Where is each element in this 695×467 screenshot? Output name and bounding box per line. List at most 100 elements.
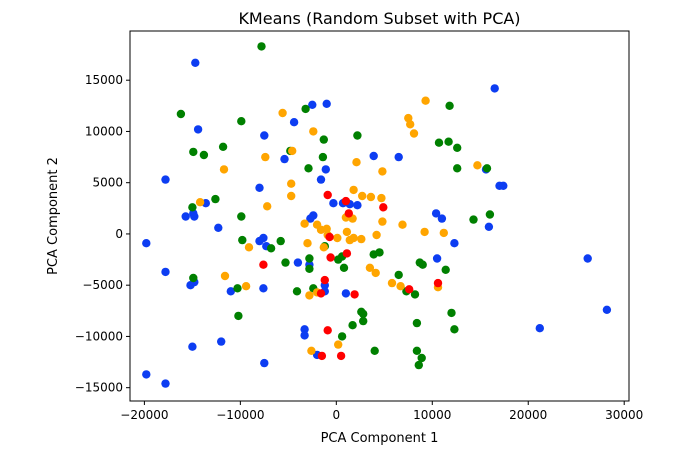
y-tick-label: −15000 (75, 381, 123, 395)
data-point (482, 164, 492, 173)
data-point (341, 289, 351, 298)
data-point (341, 196, 351, 206)
data-point (350, 290, 359, 299)
data-point (287, 191, 296, 201)
data-point (217, 337, 226, 346)
data-point (469, 215, 478, 224)
data-point (292, 287, 302, 296)
data-point (309, 211, 318, 220)
data-point (336, 351, 346, 361)
data-point (237, 117, 246, 126)
data-point (219, 165, 229, 174)
data-point (366, 192, 376, 202)
data-point (437, 214, 447, 223)
data-point (323, 190, 332, 200)
data-point (342, 227, 352, 237)
data-point (420, 227, 429, 237)
data-point (308, 100, 317, 110)
data-point (394, 152, 403, 162)
data-point (188, 203, 197, 212)
x-tick-label: 0 (332, 408, 340, 422)
data-point (499, 181, 508, 190)
data-point (276, 236, 285, 246)
x-tick-label: 30000 (605, 408, 643, 422)
data-point (412, 318, 422, 328)
data-point (260, 358, 269, 368)
data-point (344, 209, 353, 218)
data-point (409, 129, 419, 138)
data-point (602, 305, 612, 314)
data-point (255, 183, 264, 192)
x-axis-label: PCA Component 1 (321, 431, 439, 446)
data-point (325, 232, 334, 242)
x-tick-label: −10000 (216, 408, 264, 422)
data-point (417, 353, 426, 363)
data-point (387, 278, 397, 288)
data-point (189, 147, 198, 157)
data-point (394, 270, 403, 280)
data-point (263, 202, 272, 211)
data-point (316, 175, 326, 184)
plot-area-frame (129, 30, 630, 402)
data-point (418, 260, 427, 269)
x-axis-ticks: −20000 −10000 0 10000 20000 30000 (120, 401, 643, 422)
data-point (233, 284, 242, 293)
data-point (377, 193, 386, 203)
data-point (316, 289, 326, 298)
data-point (450, 239, 459, 248)
data-point (379, 203, 388, 212)
data-point (305, 264, 314, 273)
data-point (211, 194, 220, 204)
data-point (378, 167, 387, 176)
data-point (334, 340, 343, 349)
data-point (181, 212, 190, 221)
data-point (535, 324, 544, 333)
data-point (266, 244, 276, 253)
y-tick-label: 5000 (92, 176, 123, 190)
data-point (199, 150, 209, 160)
data-point (447, 308, 456, 318)
data-point (281, 258, 290, 267)
data-point (490, 84, 499, 93)
data-point (326, 253, 335, 262)
y-tick-label: 10000 (85, 124, 123, 138)
data-point (434, 138, 444, 147)
data-point (188, 342, 197, 351)
data-point (259, 260, 268, 269)
data-point (322, 224, 331, 233)
data-point (396, 282, 405, 291)
data-point (257, 42, 266, 51)
x-tick-label: −20000 (120, 408, 168, 422)
data-point (293, 258, 303, 267)
data-point (237, 212, 246, 221)
data-point (371, 268, 380, 278)
x-tick-label: 20000 (509, 408, 547, 422)
data-point (304, 164, 313, 173)
data-point (321, 165, 330, 174)
data-point (319, 135, 328, 144)
data-point (485, 210, 495, 219)
data-point (214, 223, 223, 232)
data-point (337, 332, 347, 341)
data-point (333, 233, 342, 243)
data-point (289, 118, 299, 127)
data-point (352, 158, 361, 167)
data-point (220, 271, 230, 281)
data-point (161, 379, 170, 388)
data-point (301, 104, 310, 114)
data-point (441, 265, 450, 274)
y-tick-label: 0 (115, 227, 123, 241)
data-point (421, 96, 430, 105)
data-point (439, 228, 448, 238)
data-point (583, 254, 592, 263)
data-point (244, 243, 254, 252)
data-point (450, 325, 459, 334)
data-point (339, 263, 349, 272)
data-point (193, 125, 203, 134)
data-point (319, 243, 328, 252)
data-point (261, 152, 270, 162)
data-point (445, 101, 454, 111)
data-point (433, 278, 443, 288)
data-point (453, 164, 462, 173)
data-point (432, 254, 442, 263)
